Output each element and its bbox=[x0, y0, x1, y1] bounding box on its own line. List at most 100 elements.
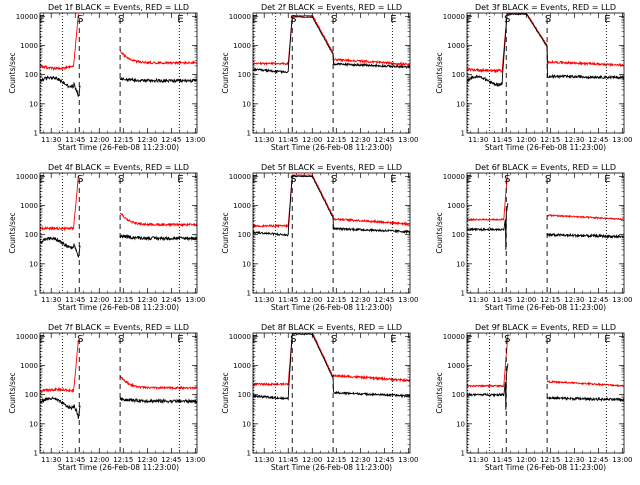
marker-label-e: E bbox=[390, 334, 396, 345]
y-axis-label: Counts/sec bbox=[221, 372, 230, 413]
x-tick-label: 12:45 bbox=[161, 296, 181, 304]
x-tick-label: 12:45 bbox=[374, 296, 394, 304]
x-tick-label: 12:15 bbox=[540, 296, 560, 304]
panel-title: Det 4f BLACK = Events, RED = LLD bbox=[48, 163, 189, 172]
y-tick-label: 10000 bbox=[16, 13, 38, 21]
lld-series-line bbox=[253, 14, 410, 67]
y-axis-label: Counts/sec bbox=[8, 52, 17, 93]
lld-series-line bbox=[40, 339, 197, 394]
lld-series-line bbox=[467, 13, 624, 74]
x-tick-label: 12:15 bbox=[113, 296, 133, 304]
y-tick-label: 10000 bbox=[229, 173, 251, 181]
events-series-line bbox=[40, 233, 197, 258]
x-tick-label: 12:30 bbox=[350, 456, 370, 464]
y-tick-label: 10 bbox=[242, 420, 251, 428]
x-tick-label: 12:45 bbox=[588, 136, 608, 144]
x-tick-label: 12:15 bbox=[540, 456, 560, 464]
y-axis-label: Counts/sec bbox=[221, 212, 230, 253]
marker-label-s: S bbox=[290, 334, 296, 345]
y-tick-label: 10 bbox=[242, 100, 251, 108]
x-tick-label: 12:00 bbox=[302, 136, 322, 144]
x-tick-label: 12:45 bbox=[588, 296, 608, 304]
marker-label-e: E bbox=[466, 334, 472, 345]
x-tick-label: 12:30 bbox=[564, 296, 584, 304]
x-axis-label: Start Time (26-Feb-08 11:23:00) bbox=[58, 463, 179, 472]
x-axis-label: Start Time (26-Feb-08 11:23:00) bbox=[58, 303, 179, 312]
x-tick-label: 11:30 bbox=[41, 136, 61, 144]
plot-frame bbox=[252, 12, 411, 134]
x-tick-label: 11:45 bbox=[65, 136, 85, 144]
marker-label-s: S bbox=[118, 14, 124, 25]
lld-series-line bbox=[40, 175, 197, 232]
y-tick-label: 1000 bbox=[20, 202, 38, 210]
panel-title: Det 9f BLACK = Events, RED = LLD bbox=[475, 323, 616, 332]
x-tick-label: 12:15 bbox=[326, 456, 346, 464]
y-axis-label: Counts/sec bbox=[221, 52, 230, 93]
x-tick-label: 11:30 bbox=[468, 456, 488, 464]
y-tick-label: 10 bbox=[29, 420, 38, 428]
y-tick-label: 1 bbox=[247, 450, 251, 458]
x-tick-label: 13:00 bbox=[612, 456, 632, 464]
y-tick-label: 1000 bbox=[233, 42, 251, 50]
x-tick-label: 13:00 bbox=[185, 456, 205, 464]
y-tick-label: 1000 bbox=[447, 42, 465, 50]
marker-label-e: E bbox=[39, 334, 45, 345]
y-tick-label: 1 bbox=[461, 290, 465, 298]
marker-label-e: E bbox=[604, 14, 610, 25]
x-tick-label: 12:45 bbox=[374, 456, 394, 464]
lld-series-line bbox=[467, 173, 624, 222]
x-axis-label: Start Time (26-Feb-08 11:23:00) bbox=[485, 303, 606, 312]
x-tick-label: 11:45 bbox=[492, 296, 512, 304]
y-tick-label: 1 bbox=[247, 290, 251, 298]
y-tick-label: 1000 bbox=[447, 202, 465, 210]
marker-label-e: E bbox=[39, 14, 45, 25]
y-tick-label: 10 bbox=[29, 100, 38, 108]
y-tick-label: 100 bbox=[238, 71, 251, 79]
y-tick-label: 1 bbox=[34, 130, 38, 138]
plot-frame bbox=[466, 12, 625, 134]
marker-label-s: S bbox=[77, 334, 83, 345]
panel-title: Det 1f BLACK = Events, RED = LLD bbox=[48, 3, 189, 12]
marker-label-s: S bbox=[504, 334, 510, 345]
y-tick-label: 10000 bbox=[16, 333, 38, 341]
marker-label-s: S bbox=[77, 14, 83, 25]
events-series-line bbox=[253, 175, 410, 237]
y-tick-label: 1000 bbox=[233, 202, 251, 210]
x-axis-label: Start Time (26-Feb-08 11:23:00) bbox=[485, 143, 606, 152]
y-tick-label: 10000 bbox=[229, 333, 251, 341]
y-tick-label: 10 bbox=[456, 260, 465, 268]
y-tick-label: 10000 bbox=[16, 173, 38, 181]
y-tick-label: 1 bbox=[34, 290, 38, 298]
panel-title: Det 7f BLACK = Events, RED = LLD bbox=[48, 323, 189, 332]
lld-series-line bbox=[253, 333, 410, 387]
y-tick-label: 1 bbox=[461, 450, 465, 458]
y-tick-label: 100 bbox=[452, 71, 465, 79]
marker-label-e: E bbox=[604, 174, 610, 185]
x-tick-label: 12:15 bbox=[326, 136, 346, 144]
x-axis-label: Start Time (26-Feb-08 11:23:00) bbox=[485, 463, 606, 472]
x-tick-label: 11:45 bbox=[65, 456, 85, 464]
x-tick-label: 11:45 bbox=[492, 136, 512, 144]
marker-label-s: S bbox=[545, 334, 551, 345]
panel-title: Det 8f BLACK = Events, RED = LLD bbox=[261, 323, 402, 332]
marker-label-e: E bbox=[177, 334, 183, 345]
x-tick-label: 12:30 bbox=[350, 136, 370, 144]
plot-frame bbox=[252, 172, 411, 294]
x-tick-label: 11:45 bbox=[278, 296, 298, 304]
plot-frame bbox=[466, 332, 625, 454]
panel-title: Det 2f BLACK = Events, RED = LLD bbox=[261, 3, 402, 12]
x-tick-label: 12:00 bbox=[516, 456, 536, 464]
y-tick-label: 1 bbox=[247, 130, 251, 138]
x-tick-label: 11:45 bbox=[278, 136, 298, 144]
x-tick-label: 12:00 bbox=[302, 456, 322, 464]
marker-label-e: E bbox=[177, 174, 183, 185]
x-tick-label: 12:00 bbox=[516, 136, 536, 144]
y-tick-label: 10 bbox=[29, 260, 38, 268]
marker-label-e: E bbox=[252, 14, 258, 25]
x-tick-label: 13:00 bbox=[185, 296, 205, 304]
